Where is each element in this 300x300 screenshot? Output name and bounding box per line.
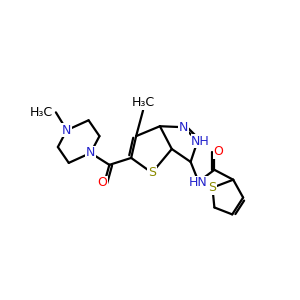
Text: N: N [86,146,95,160]
Text: N: N [179,121,188,134]
Text: H₃C: H₃C [131,96,154,110]
Text: O: O [213,146,223,158]
Text: NH: NH [191,135,210,148]
Text: H₃C: H₃C [30,106,53,119]
Text: N: N [62,124,71,137]
Text: S: S [148,166,156,179]
Text: S: S [208,181,216,194]
Text: HN: HN [189,176,208,189]
Text: O: O [98,176,107,189]
